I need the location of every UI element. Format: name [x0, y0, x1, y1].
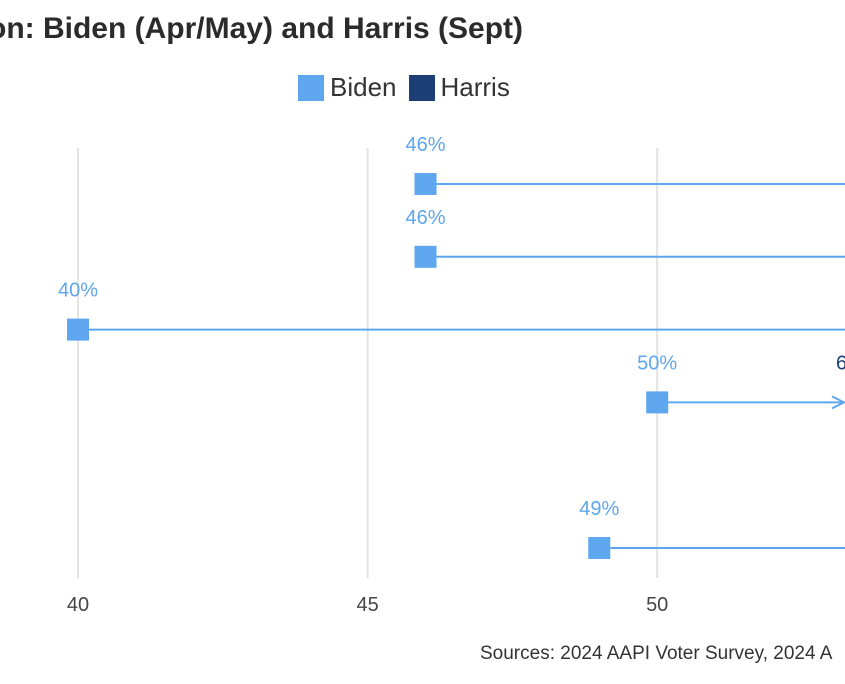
biden-value-label: 50% — [637, 352, 677, 374]
legend-label-harris: Harris — [440, 72, 510, 102]
x-axis-ticks: 404550556065 — [67, 594, 668, 616]
biden-point — [414, 245, 437, 268]
connectors — [89, 183, 845, 549]
harris-value-label: 6 — [836, 352, 845, 374]
x-tick-label: 40 — [67, 594, 89, 616]
legend-swatch-harris — [408, 74, 435, 101]
biden-point — [414, 173, 437, 195]
legend-item-biden: Biden — [298, 72, 397, 103]
legend-item-harris: Harris — [408, 72, 510, 103]
biden-value-label: 46% — [406, 134, 446, 156]
biden-point — [588, 537, 611, 559]
chart-title: on: Biden (Apr/May) and Harris (Sept) — [0, 12, 524, 45]
source-note: Sources: 2024 AAPI Voter Survey, 2024 A — [480, 643, 833, 664]
biden-value-label: 40% — [58, 280, 98, 302]
biden-point — [67, 318, 89, 341]
biden-value-label: 46% — [406, 207, 446, 229]
biden-value-label: 49% — [579, 498, 619, 520]
biden-point — [646, 391, 669, 414]
x-tick-label: 50 — [646, 594, 668, 616]
gridlines — [77, 148, 659, 578]
value-labels: 46%64%46%40%50%654%65%49%62% — [58, 134, 845, 520]
legend-label-biden: Biden — [330, 72, 397, 102]
legend-swatch-biden — [298, 74, 324, 101]
legend: Biden Harris — [298, 72, 510, 103]
x-tick-label: 45 — [356, 594, 378, 616]
data-marks — [67, 173, 669, 559]
